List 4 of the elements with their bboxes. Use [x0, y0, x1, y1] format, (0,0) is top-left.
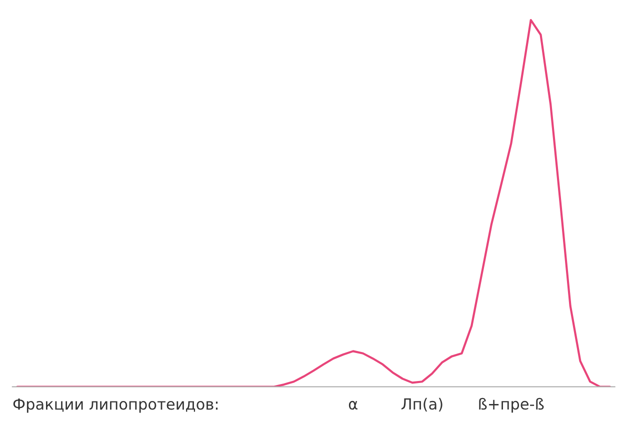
x-tick-label: ß+пре-ß — [479, 398, 544, 413]
x-axis-title: Фракции липопротеидов: — [13, 398, 218, 413]
x-tick-label: Лп(а) — [401, 398, 442, 412]
x-tick-label: α — [348, 400, 358, 410]
